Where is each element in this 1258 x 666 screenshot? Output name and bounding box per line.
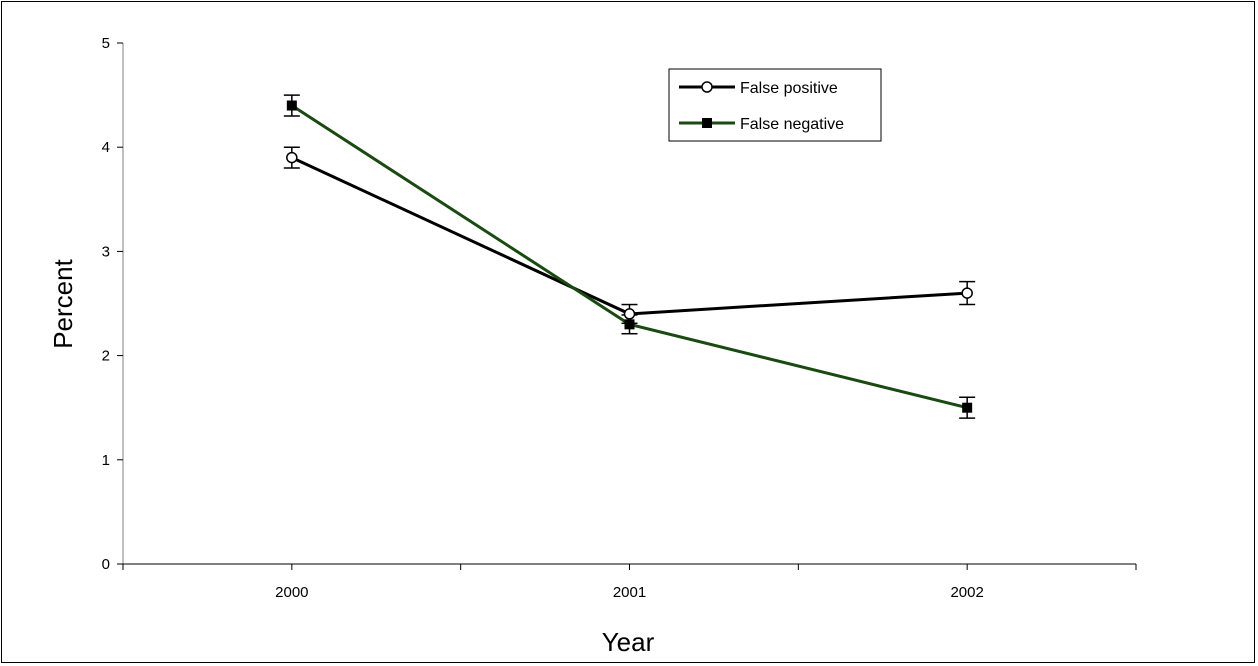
legend-marker: [701, 81, 713, 93]
series-false-negative: [283, 94, 976, 419]
y-tick-label: 1: [102, 452, 110, 469]
data-point: [623, 308, 636, 320]
markers-false-positive: [286, 151, 973, 320]
series-false-positive: [283, 146, 976, 325]
y-tick-label: 4: [102, 139, 110, 156]
legend-box: [668, 68, 882, 142]
legend-label: False positive: [740, 80, 838, 97]
axes: [122, 43, 1136, 565]
data-point: [962, 402, 973, 413]
data-point: [624, 319, 635, 330]
y-tick-label: 3: [102, 243, 110, 260]
legend: False positive False negative: [668, 68, 882, 142]
x-axis-title: Year: [602, 627, 655, 657]
y-tick-label: 0: [102, 556, 110, 573]
x-tick-label: 2000: [275, 584, 308, 601]
data-point: [286, 151, 298, 164]
data-point: [286, 100, 297, 111]
legend-marker: [702, 118, 712, 128]
series-layer: [283, 94, 976, 419]
x-tick-label: 2001: [613, 584, 646, 601]
markers-false-negative: [286, 100, 973, 413]
y-ticks: 0 1 2 3 4 5: [102, 35, 123, 573]
x-tick-label: 2002: [950, 584, 983, 601]
series-line: [291, 104, 968, 410]
x-ticks: 2000 2001 2002: [122, 564, 1137, 601]
data-point: [961, 287, 973, 299]
legend-label: False negative: [740, 116, 844, 133]
y-tick-label: 5: [102, 35, 110, 52]
y-tick-label: 2: [102, 348, 110, 365]
y-axis-title: Percent: [48, 258, 78, 348]
legend-items: False positive False negative: [679, 80, 844, 133]
series-line: [291, 156, 968, 316]
